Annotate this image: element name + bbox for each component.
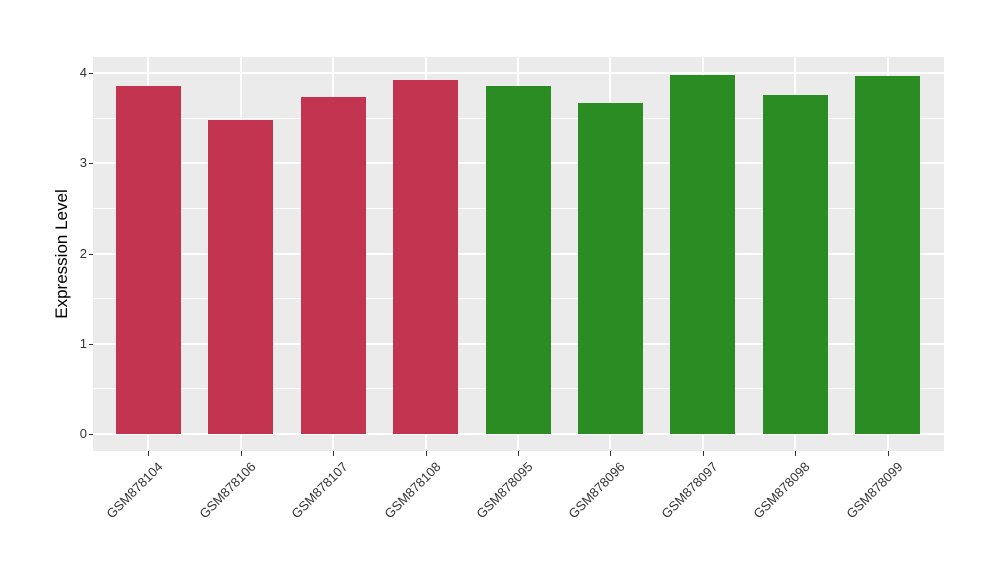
x-tick-mark bbox=[240, 451, 242, 456]
bar-GSM878099 bbox=[855, 75, 921, 434]
x-tick-mark bbox=[425, 451, 427, 456]
x-tick-label-GSM878104: GSM878104 bbox=[103, 459, 167, 522]
x-tick-label-GSM878096: GSM878096 bbox=[565, 459, 629, 522]
y-tick-mark bbox=[89, 434, 93, 435]
plot-panel bbox=[93, 57, 944, 451]
y-tick-label: 3 bbox=[79, 155, 87, 171]
x-tick-mark bbox=[795, 451, 797, 456]
bar-GSM878096 bbox=[577, 102, 643, 434]
y-tick-label: 1 bbox=[79, 335, 87, 351]
bar-GSM878107 bbox=[300, 97, 366, 434]
bar-GSM878106 bbox=[208, 119, 274, 434]
x-tick-mark bbox=[148, 451, 150, 456]
x-tick-label-GSM878106: GSM878106 bbox=[196, 459, 259, 522]
x-tick-mark bbox=[702, 451, 704, 456]
bar-GSM878095 bbox=[485, 85, 551, 434]
y-tick-label: 2 bbox=[79, 245, 87, 261]
y-tick-mark bbox=[89, 73, 93, 74]
y-tick-mark bbox=[89, 343, 93, 345]
x-tick-label-GSM878108: GSM878108 bbox=[380, 459, 444, 522]
bar-GSM878104 bbox=[115, 85, 181, 434]
y-tick-label: 4 bbox=[79, 65, 87, 80]
x-tick-label-GSM878095: GSM878095 bbox=[473, 459, 536, 522]
x-tick-label-GSM878098: GSM878098 bbox=[750, 459, 813, 522]
bar-GSM878108 bbox=[393, 80, 459, 434]
x-tick-mark bbox=[333, 451, 335, 456]
x-tick-mark bbox=[887, 451, 889, 456]
y-tick-mark bbox=[89, 253, 93, 255]
x-tick-label-GSM878097: GSM878097 bbox=[658, 459, 721, 522]
bar-GSM878097 bbox=[670, 74, 736, 434]
x-tick-mark bbox=[518, 451, 519, 456]
x-tick-label-GSM878099: GSM878099 bbox=[842, 459, 906, 522]
x-tick-label-GSM878107: GSM878107 bbox=[288, 459, 351, 522]
x-tick-mark bbox=[610, 451, 612, 456]
bar-GSM878098 bbox=[762, 94, 828, 434]
y-tick-label: 0 bbox=[79, 426, 87, 441]
y-tick-mark bbox=[89, 163, 93, 165]
